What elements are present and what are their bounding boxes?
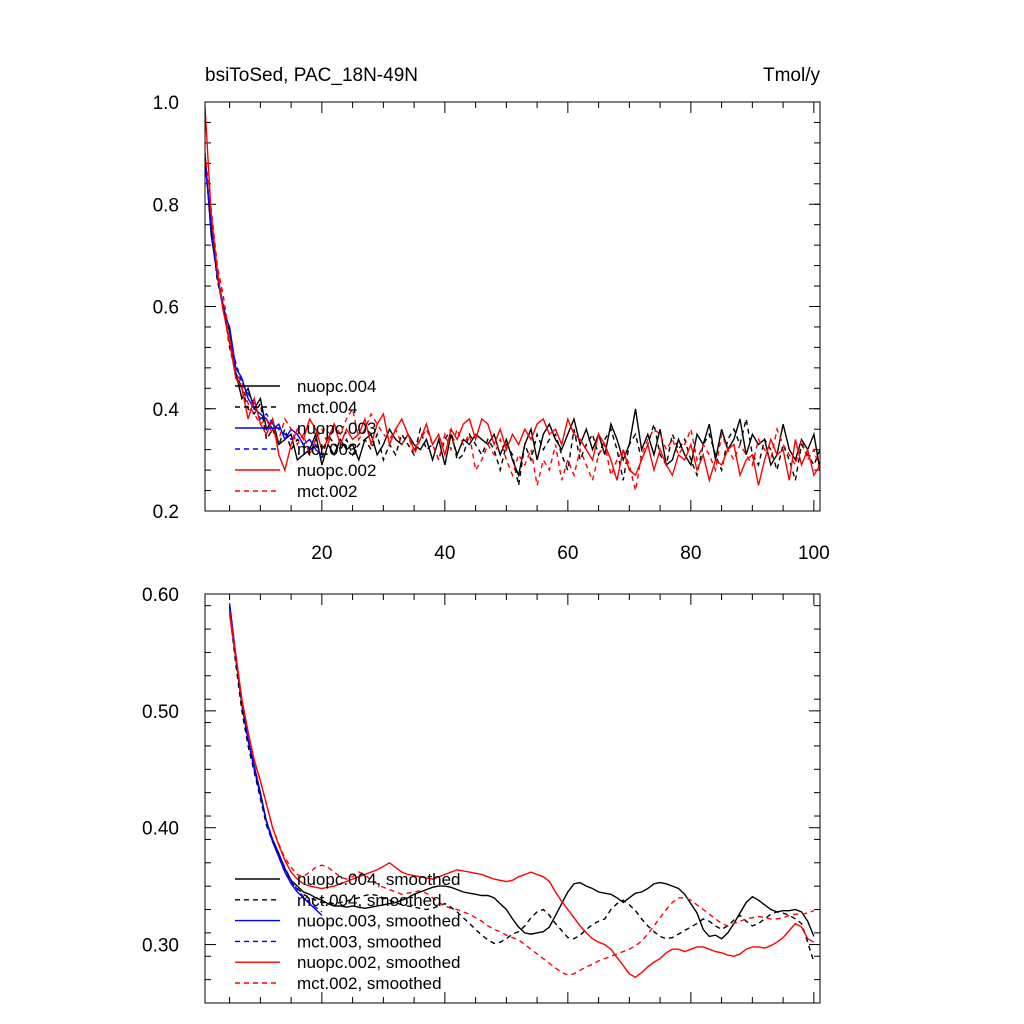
- top-series-mct-003: [205, 163, 323, 461]
- bottom-legend-label-mct-002-smoothed: mct.002, smoothed: [297, 974, 442, 993]
- bottom-series-nuopc-004-smoothed: [228, 605, 815, 940]
- top-chart-units: Tmol/y: [763, 65, 821, 86]
- bottom-series-mct-002-smoothed: [228, 614, 815, 976]
- top-y-tick-label: 0.8: [153, 195, 179, 216]
- bottom-legend-label-nuopc-003-smoothed: nuopc.003, smoothed: [297, 912, 461, 931]
- bottom-series-lines: [228, 603, 815, 979]
- top-series-mct-002: [205, 153, 820, 491]
- top-x-tick-label: 100: [798, 543, 830, 564]
- top-plot-frame: [204, 101, 821, 512]
- bottom-legend-label-nuopc-002-smoothed: nuopc.002, smoothed: [297, 953, 461, 972]
- top-legend-label-mct-003: mct.003: [297, 440, 357, 459]
- top-x-tick-label: 20: [311, 543, 332, 564]
- bottom-legend-label-mct-004-smoothed: mct.004, smoothed: [297, 891, 442, 910]
- top-chart-title: bsiToSed, PAC_18N-49N: [205, 65, 418, 86]
- bottom-legend-label-mct-003-smoothed: mct.003, smoothed: [297, 932, 442, 951]
- bottom-panel: 0.30 0.40 0.50 0.60 nuopc.004, smoothed mct.…: [142, 585, 821, 1004]
- bottom-y-tick-label: 0.50: [142, 702, 179, 723]
- top-y-tick-label: 0.2: [153, 502, 179, 523]
- top-legend-label-mct-002: mct.002: [297, 482, 357, 501]
- top-y-tick-label: 1.0: [153, 93, 179, 114]
- top-series-lines: [205, 107, 820, 491]
- bottom-legend-label-nuopc-004-smoothed: nuopc.004, smoothed: [297, 870, 461, 889]
- top-legend-label-nuopc-003: nuopc.003: [297, 419, 376, 438]
- bottom-y-tick-label: 0.30: [142, 936, 179, 957]
- top-y-tick-label: 0.4: [153, 400, 180, 421]
- top-legend-label-mct-004: mct.004: [297, 398, 357, 417]
- bottom-plot-frame: [204, 593, 821, 1004]
- top-legend-label-nuopc-004: nuopc.004: [297, 377, 376, 396]
- bottom-series-nuopc-002-smoothed: [228, 611, 815, 979]
- top-y-tick-label: 0.6: [153, 298, 179, 319]
- bottom-tick-marks: [205, 593, 820, 1004]
- top-legend-label-nuopc-002: nuopc.002: [297, 461, 376, 480]
- bottom-legend: nuopc.004, smoothed mct.004, smoothed nuop…: [235, 870, 461, 993]
- top-tick-marks: [205, 101, 820, 512]
- bottom-series-mct-004-smoothed: [228, 611, 815, 963]
- bottom-y-tick-label: 0.60: [142, 585, 179, 606]
- top-x-tick-label: 40: [434, 543, 455, 564]
- bottom-series-mct-003-smoothed: [228, 607, 323, 913]
- top-y-tick-labels: 0.2 0.4 0.6 0.8 1.0: [153, 93, 180, 523]
- bottom-y-tick-label: 0.40: [142, 819, 179, 840]
- top-legend: nuopc.004 mct.004 nuopc.003 mct.003 nuopc.00…: [235, 377, 376, 501]
- top-x-tick-label: 80: [680, 543, 701, 564]
- bottom-y-tick-labels: 0.30 0.40 0.50 0.60: [142, 585, 179, 957]
- bottom-series-nuopc-003-smoothed: [228, 603, 323, 916]
- top-x-tick-label: 60: [557, 543, 578, 564]
- top-panel: bsiToSed, PAC_18N-49N Tmol/y 20 40 60 80 100…: [153, 65, 830, 564]
- top-x-tick-labels: 20 40 60 80 100: [311, 543, 829, 564]
